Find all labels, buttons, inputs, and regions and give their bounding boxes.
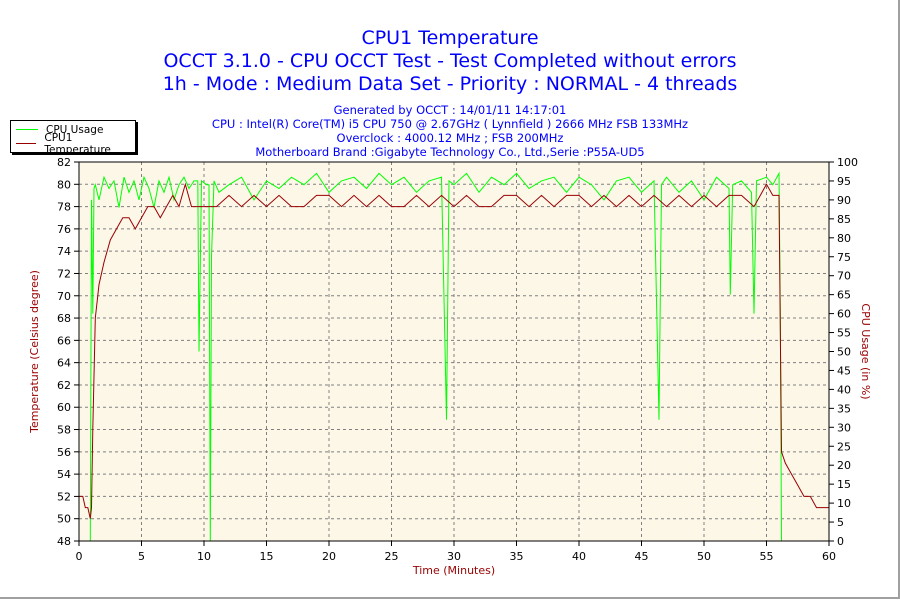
y2-tick-label: 0 — [837, 535, 844, 548]
legend-item-cpu-usage: CPU Usage — [16, 123, 103, 136]
chart-subtitle-2: 1h - Mode : Medium Data Set - Priority :… — [162, 73, 738, 95]
y2-tick-label: 40 — [837, 383, 851, 396]
y-tick-label: 82 — [57, 156, 71, 169]
y2-tick-label: 80 — [837, 232, 851, 245]
x-tick-label: 35 — [510, 550, 524, 563]
y-tick-label: 78 — [57, 201, 71, 214]
x-tick-label: 25 — [385, 550, 399, 563]
y-tick-label: 66 — [57, 334, 71, 347]
x-tick-label: 60 — [822, 550, 836, 563]
y-axis-label: Temperature (Celsius degree) — [28, 270, 41, 434]
x-axis-label: Time (Minutes) — [412, 564, 495, 577]
y-tick-label: 62 — [57, 379, 71, 392]
y-tick-label: 52 — [57, 490, 71, 503]
y-tick-label: 76 — [57, 223, 71, 236]
y-tick-label: 58 — [57, 424, 71, 437]
y2-tick-label: 85 — [837, 213, 851, 226]
legend-swatch — [16, 143, 37, 144]
y2-tick-label: 70 — [837, 270, 851, 283]
legend-swatch — [16, 129, 38, 130]
x-tick-label: 45 — [635, 550, 649, 563]
x-tick-label: 5 — [138, 550, 145, 563]
x-tick-label: 40 — [572, 550, 586, 563]
x-tick-label: 0 — [76, 550, 83, 563]
x-tick-label: 55 — [760, 550, 774, 563]
y2-tick-label: 25 — [837, 440, 851, 453]
y2-tick-label: 95 — [837, 175, 851, 188]
legend-item-cpu1-temperature: CPU1 Temperature — [16, 132, 135, 156]
y-tick-label: 48 — [57, 535, 71, 548]
plot-border — [78, 161, 830, 542]
legend: CPU Usage CPU1 Temperature — [10, 120, 136, 156]
x-tick-label: 10 — [197, 550, 211, 563]
y-tick-label: 68 — [57, 312, 71, 325]
y2-tick-label: 65 — [837, 289, 851, 302]
y2-tick-label: 75 — [837, 251, 851, 264]
y2-tick-label: 30 — [837, 421, 851, 434]
y-tick-label: 64 — [57, 357, 71, 370]
info-motherboard: Motherboard Brand :Gigabyte Technology C… — [255, 145, 645, 159]
info-cpu: CPU : Intel(R) Core(TM) i5 CPU 750 @ 2.6… — [211, 117, 689, 131]
y2-tick-label: 55 — [837, 327, 851, 340]
x-tick-label: 50 — [697, 550, 711, 563]
y2-tick-label: 90 — [837, 194, 851, 207]
y-tick-label: 54 — [57, 468, 71, 481]
y-tick-label: 60 — [57, 401, 71, 414]
y-tick-label: 74 — [57, 245, 71, 258]
y2-tick-label: 100 — [837, 156, 858, 169]
y2-tick-label: 45 — [837, 364, 851, 377]
y2-tick-label: 5 — [837, 516, 844, 529]
y2-tick-label: 35 — [837, 402, 851, 415]
y2-tick-label: 20 — [837, 459, 851, 472]
legend-label: CPU1 Temperature — [44, 131, 111, 156]
x-tick-label: 20 — [322, 550, 336, 563]
plot-background — [79, 162, 829, 541]
y-tick-label: 56 — [57, 446, 71, 459]
y-tick-label: 80 — [57, 178, 71, 191]
y2-tick-label: 15 — [837, 478, 851, 491]
legend-label: CPU Usage — [46, 123, 104, 136]
info-overclock: Overclock : 4000.12 MHz ; FSB 200MHz — [336, 131, 564, 145]
chart-title: CPU1 Temperature — [361, 27, 539, 49]
y-tick-label: 72 — [57, 267, 71, 280]
y2-tick-label: 60 — [837, 308, 851, 321]
x-tick-label: 30 — [447, 550, 461, 563]
x-tick-label: 15 — [260, 550, 274, 563]
y2-tick-label: 10 — [837, 497, 851, 510]
y-tick-label: 50 — [57, 513, 71, 526]
chart-subtitle-1: OCCT 3.1.0 - CPU OCCT Test - Test Comple… — [163, 50, 737, 72]
y2-tick-label: 50 — [837, 346, 851, 359]
y2-axis-label: CPU Usage (in %) — [859, 303, 872, 399]
y-tick-label: 70 — [57, 290, 71, 303]
info-generated: Generated by OCCT : 14/01/11 14:17:01 — [333, 103, 567, 117]
